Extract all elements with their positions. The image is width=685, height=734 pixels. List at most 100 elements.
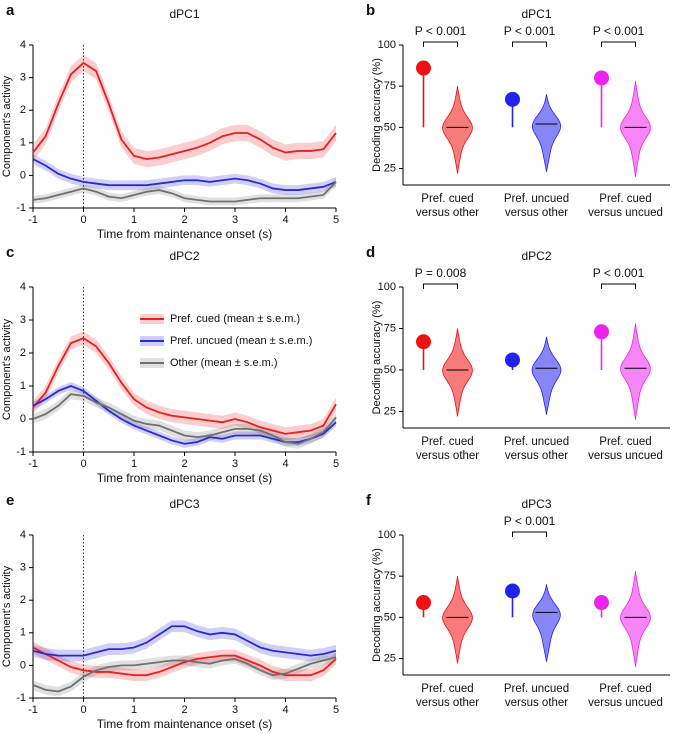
legend-label: Other (mean ± s.e.m.)	[170, 357, 278, 369]
y-tick-label: 1	[20, 137, 26, 149]
y-tick-label: 2	[20, 347, 26, 359]
panel-letter: e	[6, 492, 14, 509]
x-tick-label: versus other	[505, 207, 568, 219]
panel-letter: b	[366, 2, 375, 19]
y-tick-label: 50	[384, 364, 396, 376]
lollipop-head	[594, 70, 609, 86]
violin	[532, 584, 561, 662]
series-line	[32, 158, 337, 191]
y-axis-label: Decoding accuracy (%)	[371, 301, 383, 415]
x-tick-label: 3	[232, 458, 238, 470]
x-axis-label: Time from maintenance onset (s)	[97, 227, 273, 241]
x-tick-label: 3	[232, 704, 238, 716]
x-tick-label: 1	[131, 704, 137, 716]
significance-bracket	[423, 41, 458, 47]
y-tick-label: 25	[384, 405, 396, 417]
x-tick-label: Pref. uncued	[504, 683, 569, 695]
y-tick-label: 100	[378, 39, 396, 51]
y-tick-label: 3	[20, 314, 26, 326]
x-tick-label: 5	[333, 458, 339, 470]
p-value: P < 0.001	[504, 24, 556, 38]
violin	[531, 336, 562, 415]
x-tick-label: 0	[80, 214, 86, 226]
x-tick-label: -1	[28, 704, 38, 716]
x-tick-label: Pref. cued	[599, 436, 651, 448]
x-tick-label: Pref. cued	[599, 683, 651, 695]
x-tick-label: versus uncued	[588, 697, 663, 709]
x-tick-label: versus uncued	[588, 207, 663, 219]
significance-bracket	[423, 283, 458, 289]
y-axis-label: Component's activity	[1, 75, 13, 177]
sem-band	[33, 389, 336, 449]
y-tick-label: -1	[16, 692, 26, 704]
x-tick-label: 4	[282, 458, 288, 470]
y-axis-label: Decoding accuracy (%)	[371, 58, 383, 172]
x-tick-label: versus other	[416, 207, 479, 219]
violin	[620, 571, 651, 667]
x-tick-label: versus other	[416, 450, 479, 462]
series-line	[32, 656, 337, 693]
chart-title: dPC1	[169, 7, 199, 21]
y-tick-label: 0	[20, 413, 26, 425]
x-tick-label: 3	[232, 214, 238, 226]
significance-bracket	[601, 283, 636, 289]
y-tick-label: 50	[384, 611, 396, 623]
y-tick-label: 25	[384, 162, 396, 174]
series-line	[32, 393, 337, 445]
series-line	[32, 625, 337, 657]
y-tick-label: 50	[384, 121, 396, 133]
chart-title: dPC2	[521, 249, 551, 263]
y-tick-label: 0	[20, 169, 26, 181]
x-tick-label: 2	[181, 458, 187, 470]
violin	[620, 323, 651, 420]
series-line	[32, 61, 337, 161]
y-axis-label: Decoding accuracy (%)	[371, 548, 383, 662]
y-tick-label: 4	[20, 281, 26, 293]
x-tick-label: -1	[28, 214, 38, 226]
y-tick-label: 100	[378, 281, 396, 293]
series-line	[32, 337, 337, 435]
y-tick-label: 100	[378, 529, 396, 541]
significance-bracket	[512, 531, 547, 537]
x-tick-label: 2	[181, 704, 187, 716]
y-axis-label: Component's activity	[1, 565, 13, 667]
series-line	[32, 181, 337, 203]
x-tick-label: Pref. cued	[421, 436, 473, 448]
lollipop-head	[416, 60, 431, 76]
y-tick-label: 2	[20, 104, 26, 116]
significance-bracket	[512, 41, 547, 47]
violin	[442, 576, 473, 664]
x-axis-label: Time from maintenance onset (s)	[97, 717, 273, 731]
x-tick-label: 2	[181, 214, 187, 226]
y-tick-label: 75	[384, 80, 396, 92]
p-value: P = 0.008	[415, 266, 467, 280]
p-value: P < 0.001	[504, 514, 556, 528]
lollipop-head	[416, 595, 431, 611]
panel-letter: a	[6, 2, 15, 19]
violin	[531, 94, 562, 172]
x-tick-label: 4	[282, 214, 288, 226]
legend-label: Pref. uncued (mean ± s.e.m.)	[170, 335, 312, 347]
significance-bracket	[601, 41, 636, 47]
x-tick-label: Pref. uncued	[504, 436, 569, 448]
x-tick-label: 0	[80, 704, 86, 716]
x-tick-label: 1	[131, 458, 137, 470]
y-tick-label: 75	[384, 322, 396, 334]
x-tick-label: Pref. uncued	[504, 193, 569, 205]
panel-letter: d	[366, 244, 375, 261]
x-tick-label: versus other	[416, 697, 479, 709]
panel-letter: f	[366, 492, 372, 509]
p-value: P < 0.001	[593, 266, 645, 280]
panel-letter: c	[6, 244, 14, 261]
y-tick-label: 4	[20, 529, 26, 541]
x-tick-label: versus other	[505, 450, 568, 462]
chart-title: dPC3	[169, 497, 199, 511]
x-tick-label: Pref. cued	[421, 193, 473, 205]
lollipop-head	[416, 334, 431, 350]
p-value: P < 0.001	[415, 24, 467, 38]
series-line	[32, 646, 337, 677]
p-value: P < 0.001	[593, 24, 645, 38]
x-tick-label: 0	[80, 458, 86, 470]
x-axis-label: Time from maintenance onset (s)	[97, 471, 273, 485]
